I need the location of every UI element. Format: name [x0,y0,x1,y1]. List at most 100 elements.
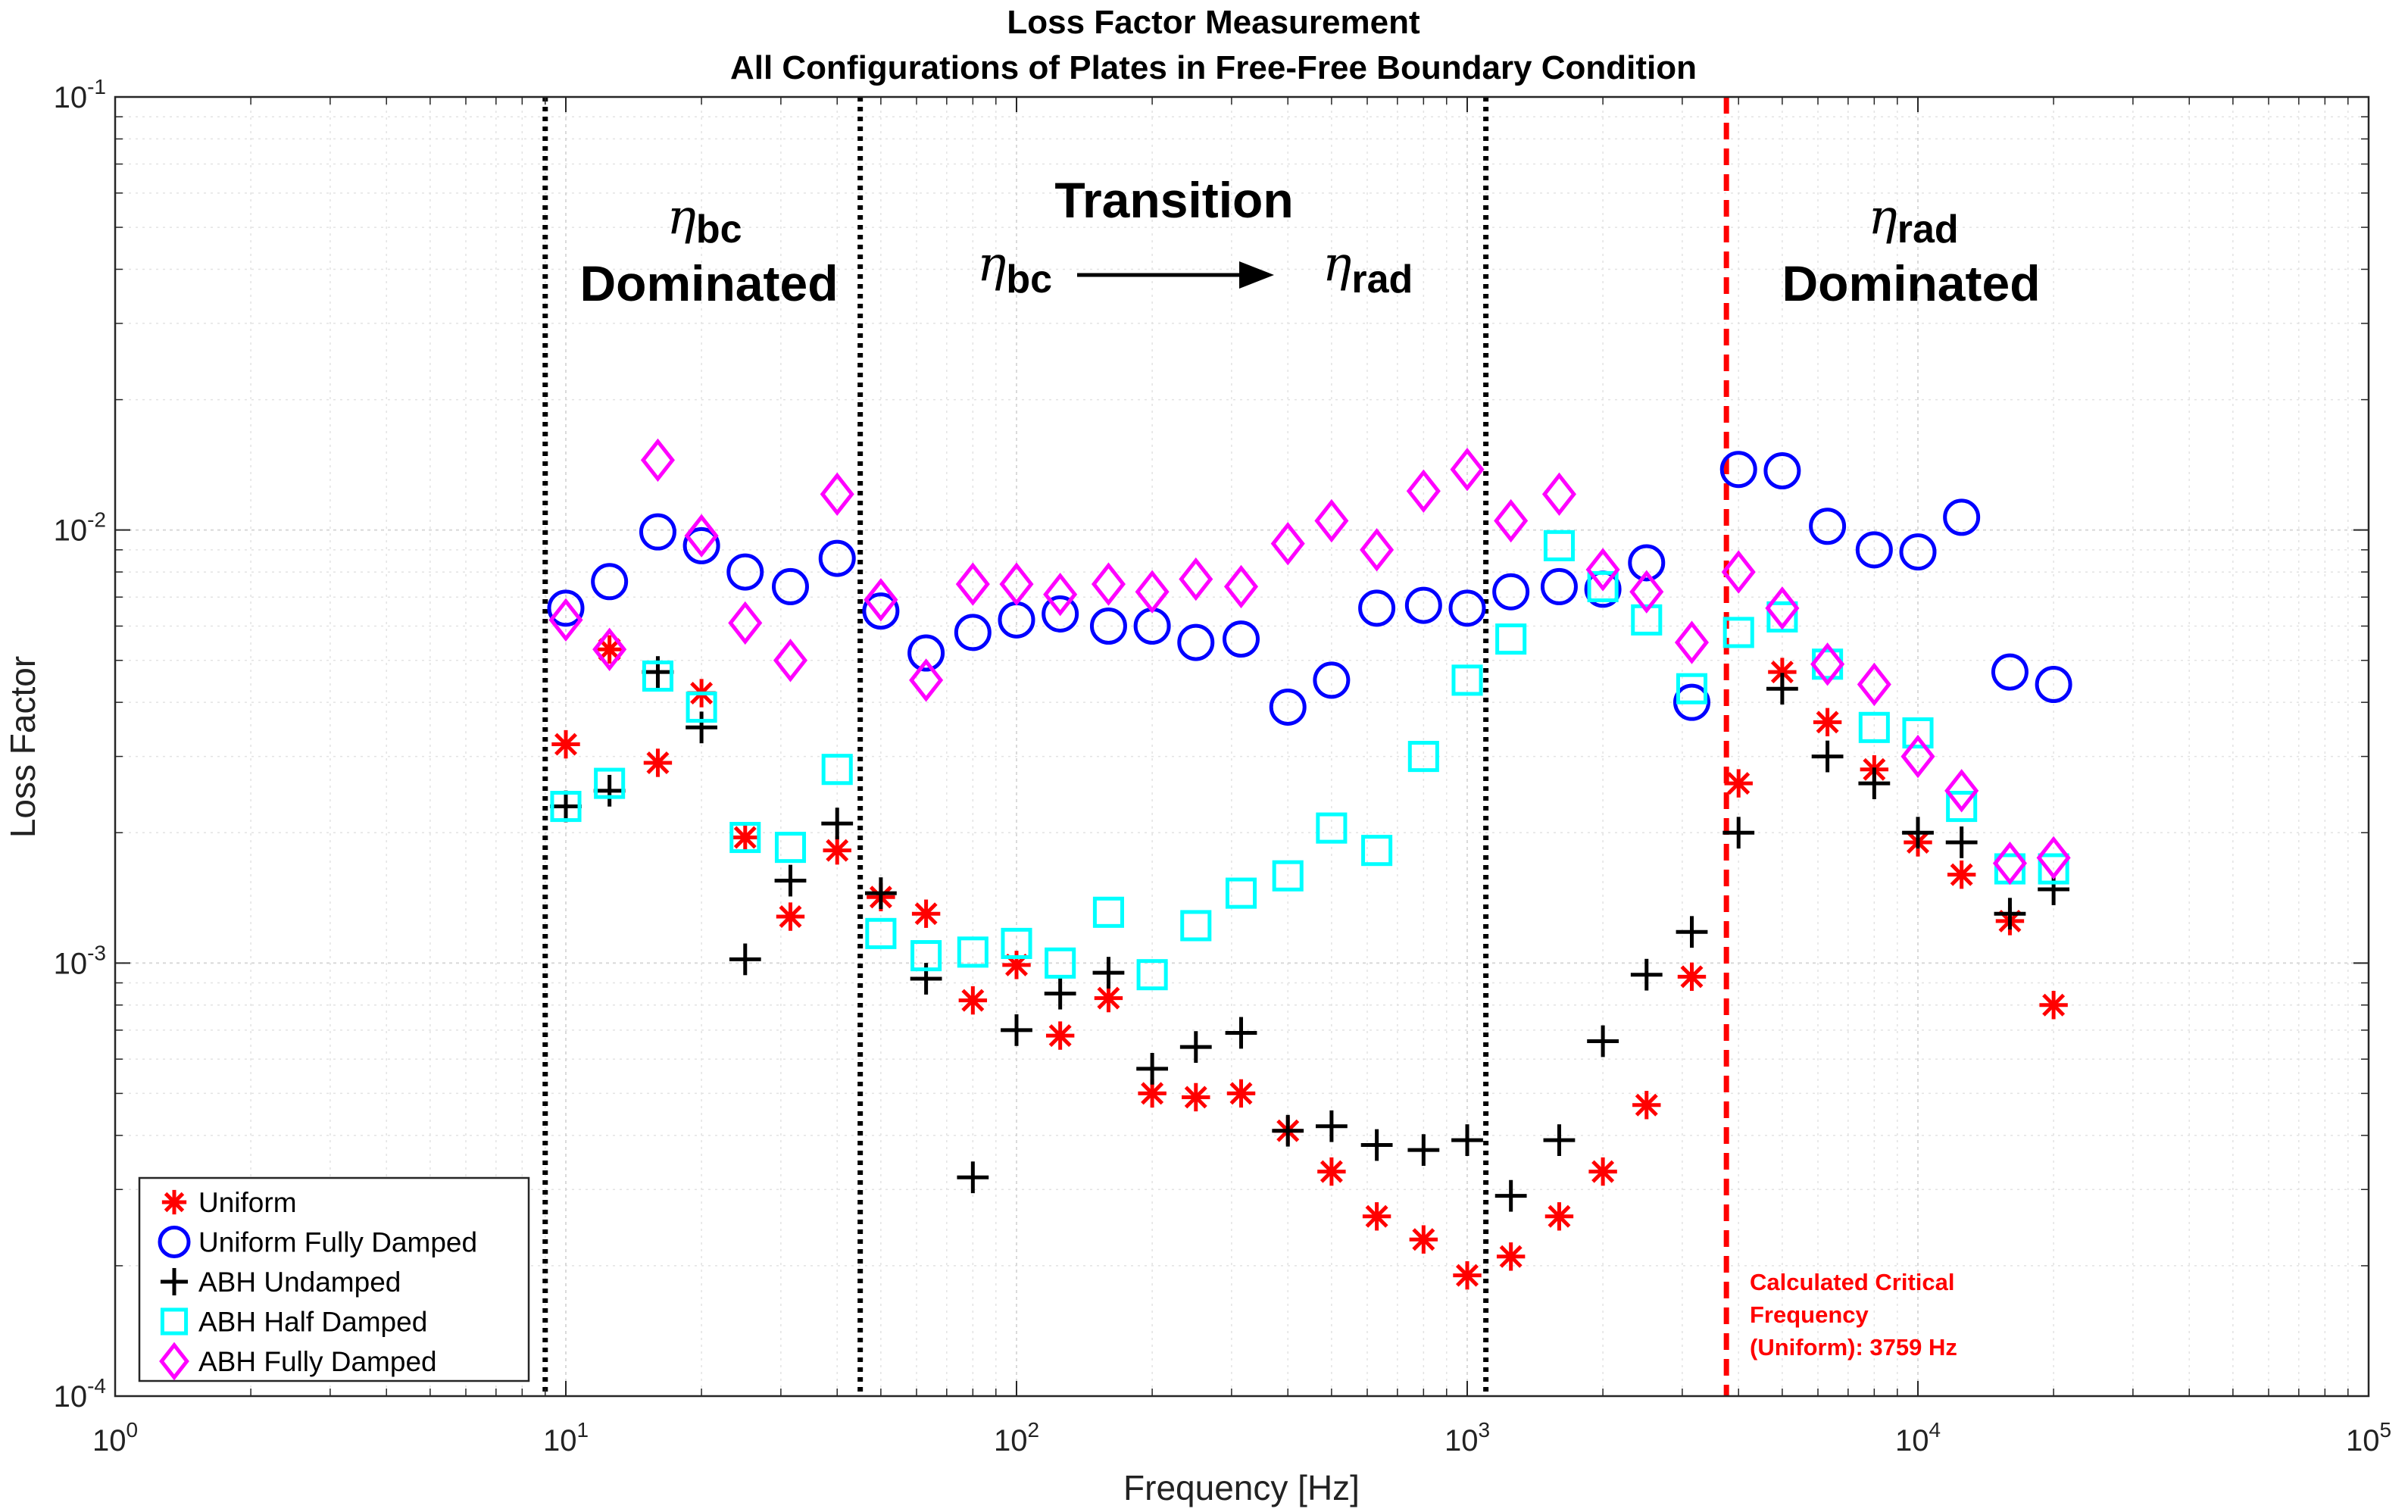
eta-subscript: bc [696,208,742,251]
data-point [2038,853,2069,885]
data-point [954,614,992,651]
data-point [594,767,626,799]
data-point [1180,910,1212,942]
data-point [865,917,897,949]
data-point [1407,741,1439,773]
data-point [684,514,719,558]
x-tick-label: 104 [1895,1418,1941,1457]
data-point [1272,860,1304,892]
series-abh-fully-damped [548,438,2071,886]
data-point [1585,548,1620,592]
data-point [1541,472,1576,517]
data-point [774,864,807,897]
series-uniform-fully-damped [547,451,2072,726]
data-point [1902,817,1934,849]
data-point [547,589,585,627]
data-point [1091,562,1126,606]
x-tick-label: 105 [2346,1418,2391,1457]
rad-dominated-text: Dominated [1782,255,2040,311]
eta-symbol: η [1868,189,1897,245]
data-point [1810,642,1845,686]
data-point [1765,586,1800,630]
transition-annotation: Transition ηbc ηrad [977,172,1413,301]
axis-ticks [114,96,2369,1397]
data-point [1763,452,1801,490]
data-point [642,660,673,692]
data-point [1001,1014,1032,1046]
y-axis-label: Loss Factor [3,656,42,838]
legend-label: ABH Fully Damped [198,1346,437,1377]
bc-dominated-text: Dominated [579,255,838,311]
data-point [909,658,944,702]
data-point [729,821,761,854]
eta-subscript: rad [1897,208,1959,251]
data-point [1588,1157,1617,1186]
data-point [1719,451,1757,489]
tick-base: 10 [994,1424,1028,1457]
data-point [823,836,851,865]
data-point [1543,1124,1576,1157]
data-point [639,513,676,551]
y-tick-label: 10-3 [54,941,106,980]
tick-base: 10 [543,1424,577,1457]
data-point [1045,1021,1075,1050]
data-point [1629,570,1664,614]
data-point [1724,769,1753,798]
tick-base: 10 [54,947,88,980]
data-point [821,808,854,840]
data-point [1407,1134,1440,1167]
data-point [1991,653,2029,691]
data-point [1316,812,1348,844]
data-point [774,832,807,864]
rad-eta-label: ηrad [1868,189,1958,251]
data-point [550,790,582,823]
data-point [1042,595,1079,633]
data-point [1813,708,1842,737]
y-tick-label: 10-2 [54,508,106,548]
data-point [1362,1202,1391,1231]
data-point [1044,977,1076,1010]
tick-exponent: -2 [87,508,106,532]
x-tick-labels: 100 101 102 103 104 105 [92,1418,2391,1457]
data-point [1676,916,1708,948]
data-point [1768,658,1797,686]
legend-items: Uniform Uniform Fully Damped ABH Undamped A… [158,1187,477,1381]
data-point [1409,1225,1438,1254]
data-point [1135,570,1170,614]
eta-symbol: η [977,236,1006,292]
data-point [1272,1114,1304,1147]
data-point [1043,573,1078,617]
critical-frequency-line-3: (Uniform): 3759 Hz [1750,1334,1957,1360]
data-point [1721,550,1756,594]
data-point [2035,665,2072,703]
data-point [1225,1017,1257,1049]
data-point [1092,896,1124,928]
data-point [591,563,629,601]
tick-exponent: -4 [87,1374,106,1398]
tick-exponent: 0 [126,1418,138,1442]
x-tick-label: 103 [1444,1418,1490,1457]
data-point [1451,664,1483,696]
x-tick-label: 102 [994,1418,1039,1457]
tick-base: 10 [54,1380,88,1414]
data-point [1994,898,2026,930]
tick-base: 10 [92,1424,126,1457]
tick-exponent: 4 [1929,1418,1941,1442]
data-point [1223,564,1259,609]
data-point [1945,826,1978,858]
data-point [911,899,941,928]
y-tick-label: 10-4 [54,1374,106,1414]
data-point [1317,1157,1346,1186]
data-point [682,526,720,564]
legend-label: Uniform Fully Damped [198,1227,477,1258]
data-point [1540,567,1578,605]
data-point [1857,662,1891,707]
legend-box [138,1176,530,1382]
series-abh-half-damped [550,530,2069,991]
data-point [1766,673,1798,705]
data-point [1270,521,1305,566]
transition-to-label: ηrad [1323,236,1413,301]
chart-subtitle: All Configurations of Plates in Free-Fre… [730,49,1697,86]
data-point [776,902,805,931]
critical-frequency-line-2: Frequency [1750,1301,1869,1328]
